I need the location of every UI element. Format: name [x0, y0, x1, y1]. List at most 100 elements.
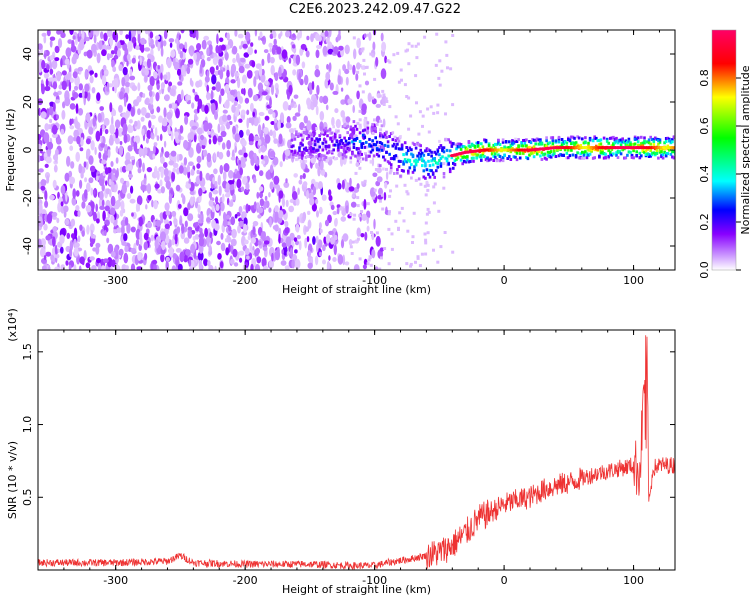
noise-speckle [388, 194, 392, 198]
noise-speckle [369, 263, 373, 267]
noise-speckle [406, 192, 410, 196]
ridge-cell [529, 141, 533, 145]
ridge-cell [340, 138, 343, 142]
noise-speckle [40, 179, 47, 187]
ridge-cell [372, 127, 376, 131]
noise-speckle [86, 224, 90, 235]
noise-speckle [242, 176, 248, 185]
ridge-cell [394, 139, 398, 142]
ridge-cell [571, 135, 575, 139]
noise-speckle [315, 105, 319, 116]
ridge-cell [338, 140, 342, 143]
ridge-cell [464, 160, 468, 164]
noise-speckle [159, 179, 163, 187]
noise-speckle [395, 155, 399, 159]
ridge-cell [503, 145, 506, 149]
noise-speckle [74, 242, 80, 248]
noise-speckle [267, 108, 274, 115]
ridge-cell [630, 155, 634, 159]
ridge-cell [422, 175, 426, 179]
ridge-cell [629, 142, 632, 146]
noise-speckle [421, 114, 425, 118]
noise-speckle [257, 207, 264, 214]
noise-speckle [188, 161, 194, 166]
noise-speckle [352, 217, 356, 221]
ridge-cell [546, 142, 550, 146]
ridge-cell [408, 146, 412, 150]
ridge-cell [582, 156, 586, 160]
noise-speckle [139, 56, 142, 66]
ridge-cell [438, 146, 441, 150]
noise-speckle [415, 56, 419, 60]
noise-speckle [144, 99, 148, 105]
noise-speckle [436, 103, 440, 107]
noise-speckle [314, 255, 319, 266]
ridge-cell [441, 146, 444, 150]
ridge-cell [433, 175, 436, 179]
ridge-cell [632, 156, 635, 160]
colorbar-tick-label: 0.2 [698, 213, 711, 231]
ridge-cell [483, 138, 486, 142]
noise-speckle [373, 77, 377, 81]
noise-speckle [338, 30, 341, 38]
noise-speckle [444, 40, 448, 44]
noise-speckle [65, 260, 69, 266]
noise-speckle [41, 79, 44, 84]
noise-speckle [340, 239, 345, 249]
ridge-cell [360, 145, 363, 149]
ridge-cell [593, 135, 596, 139]
ridge-cell [571, 153, 575, 157]
noise-speckle [53, 164, 58, 173]
ridge-cell [323, 157, 326, 161]
noise-speckle [287, 105, 292, 111]
noise-speckle [344, 44, 350, 55]
ridge-cell [668, 148, 671, 152]
noise-speckle [295, 198, 300, 206]
noise-speckle [68, 81, 72, 92]
noise-speckle [152, 153, 156, 160]
noise-speckle [102, 123, 105, 132]
noise-speckle [388, 60, 392, 64]
ridge-cell [476, 141, 480, 145]
noise-speckle [195, 221, 199, 227]
ridge-cell [436, 162, 440, 165]
ridge-cell [478, 155, 482, 159]
ridge-cell [581, 150, 584, 154]
noise-speckle [89, 256, 95, 261]
ridge-cell [643, 150, 646, 154]
ridge-cell [374, 130, 377, 134]
noise-speckle [269, 97, 272, 108]
noise-speckle [98, 152, 102, 159]
noise-speckle [284, 226, 290, 234]
noise-speckle [111, 59, 115, 68]
noise-speckle [64, 172, 70, 182]
noise-speckle [142, 93, 146, 98]
ridge-cell [627, 139, 631, 143]
noise-speckle [269, 47, 272, 53]
noise-speckle [130, 155, 135, 161]
ridge-cell [413, 159, 416, 163]
ridge-cell [441, 155, 444, 159]
noise-speckle [352, 64, 356, 75]
noise-speckle [241, 146, 246, 155]
ridge-cell [508, 140, 511, 144]
noise-speckle [312, 186, 317, 196]
noise-speckle [56, 70, 62, 82]
ridge-cell [341, 156, 345, 160]
noise-speckle [91, 87, 96, 94]
noise-speckle [162, 74, 168, 80]
noise-speckle [139, 91, 144, 98]
noise-speckle [71, 56, 77, 65]
noise-speckle [250, 42, 254, 47]
noise-speckle [124, 86, 130, 95]
noise-speckle [172, 57, 176, 67]
ridge-cell [352, 120, 356, 124]
ridge-cell [629, 150, 632, 154]
noise-speckle [206, 217, 211, 223]
noise-speckle [200, 134, 204, 141]
noise-speckle [260, 154, 264, 160]
noise-speckle [59, 234, 65, 244]
noise-speckle [251, 60, 256, 68]
ridge-cell [539, 140, 542, 144]
noise-speckle [363, 72, 366, 76]
